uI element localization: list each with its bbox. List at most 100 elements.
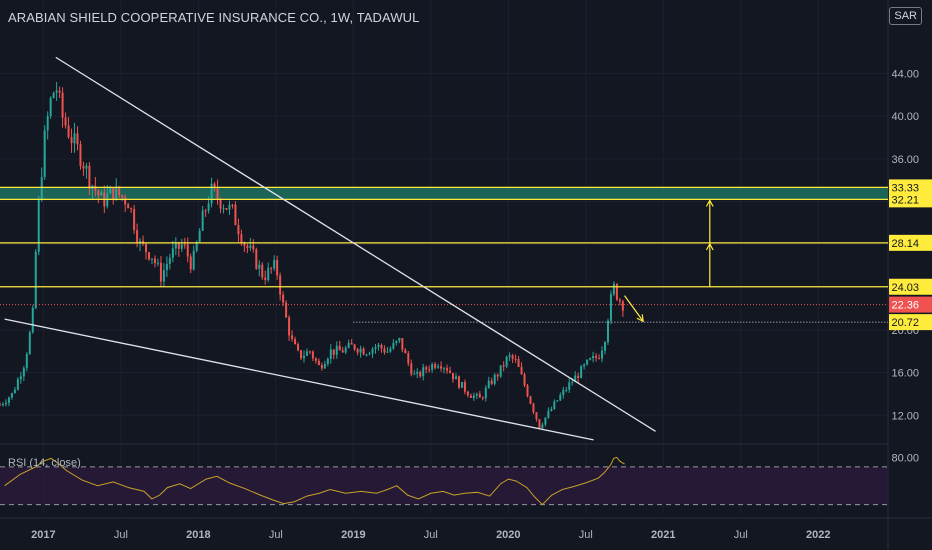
candle-body: [133, 209, 136, 231]
candle-body: [603, 342, 606, 351]
candle-body: [621, 301, 624, 311]
candle-body: [586, 359, 589, 365]
candle-body: [189, 256, 192, 270]
candle-body: [136, 230, 139, 244]
candle-body: [82, 165, 85, 169]
candle-body: [431, 364, 434, 370]
candle-body: [460, 382, 463, 388]
candle-body: [61, 92, 64, 118]
candle-body: [329, 349, 332, 359]
price-badge-label: 22.36: [891, 300, 919, 312]
forecast-arrow: [624, 295, 644, 322]
candle-body: [25, 354, 28, 369]
candle-body: [547, 410, 550, 418]
candle-body: [404, 349, 407, 354]
candle-body: [174, 242, 177, 249]
candle-body: [583, 364, 586, 367]
candle-body: [261, 264, 264, 278]
candle-body: [341, 350, 344, 353]
candle-body: [481, 397, 484, 399]
candle-body: [153, 258, 156, 264]
candle-body: [538, 419, 541, 429]
candle-body: [386, 351, 389, 353]
candle-body: [177, 242, 180, 249]
candle-body: [124, 197, 127, 205]
candle-body: [508, 355, 511, 357]
candle-body: [371, 348, 374, 354]
candle-body: [380, 344, 383, 349]
candle-body: [478, 393, 481, 398]
candle-body: [592, 355, 595, 359]
candle-body: [562, 389, 565, 396]
price-badge-label: 24.03: [891, 282, 919, 294]
candle-body: [112, 187, 115, 200]
candle-body: [523, 374, 526, 386]
candle-body: [449, 370, 452, 373]
candle-body: [565, 389, 568, 391]
candle-body: [499, 365, 502, 377]
candle-body: [398, 337, 401, 341]
candle-body: [10, 393, 13, 398]
candle-body: [568, 382, 571, 390]
candle-body: [73, 133, 76, 144]
candle-body: [493, 374, 496, 384]
candle-body: [520, 366, 523, 375]
candle-body: [437, 366, 440, 368]
trendline: [4, 318, 594, 441]
candle-body: [601, 350, 604, 359]
candle-body: [517, 358, 520, 367]
candle-body: [368, 353, 371, 355]
candle-body: [19, 376, 22, 380]
trendlines: [4, 56, 656, 441]
candle-body: [258, 264, 261, 269]
candle-body: [571, 381, 574, 383]
candle-body: [434, 364, 437, 368]
candle-body: [1, 404, 4, 406]
candle-body: [419, 371, 422, 377]
candle-body: [34, 251, 37, 308]
candle-body: [326, 358, 329, 365]
time-axis[interactable]: 2017 Jul 2018 Jul 2019 Jul 2020 Jul 2021 Jul 2022: [31, 529, 830, 541]
rsi-panel: [0, 456, 888, 506]
candle-body: [55, 90, 58, 93]
currency-button[interactable]: SAR: [889, 7, 922, 25]
candle-body: [335, 345, 338, 355]
candle-body: [609, 294, 612, 321]
candle-body: [85, 165, 88, 169]
candle-body: [300, 350, 303, 359]
price-badge: [889, 191, 932, 208]
candle-body: [308, 351, 311, 353]
target-arrow-head: [705, 199, 714, 207]
candle-body: [37, 199, 40, 252]
candle-body: [297, 344, 300, 351]
candle-body: [514, 358, 517, 360]
candle-body: [118, 186, 121, 196]
candle-body: [422, 367, 425, 377]
candle-body: [350, 342, 353, 345]
candle-body: [64, 117, 67, 126]
candle-body: [305, 351, 308, 356]
candle-body: [88, 165, 91, 189]
candle-body: [541, 424, 544, 429]
candle-body: [270, 267, 273, 269]
price-tick: 36.00: [891, 154, 919, 166]
candle-body: [338, 345, 341, 351]
candle-body: [76, 133, 79, 145]
candle-body: [311, 351, 314, 359]
time-tick: Jul: [734, 529, 748, 541]
candle-body: [395, 340, 398, 343]
candle-body: [389, 348, 392, 352]
candle-body: [353, 344, 356, 350]
candle-body: [484, 387, 487, 399]
candle-body: [264, 277, 267, 280]
candle-body: [401, 337, 404, 350]
candle-body: [383, 348, 386, 353]
candle-body: [475, 393, 478, 396]
candle-body: [502, 365, 505, 367]
price-axis[interactable]: 12.0016.0020.0036.0040.0044.0033.3332.21…: [889, 68, 932, 464]
candle-body: [416, 371, 419, 374]
time-tick: 2021: [651, 529, 675, 541]
candle-body: [198, 230, 201, 242]
candle-body: [279, 275, 282, 295]
